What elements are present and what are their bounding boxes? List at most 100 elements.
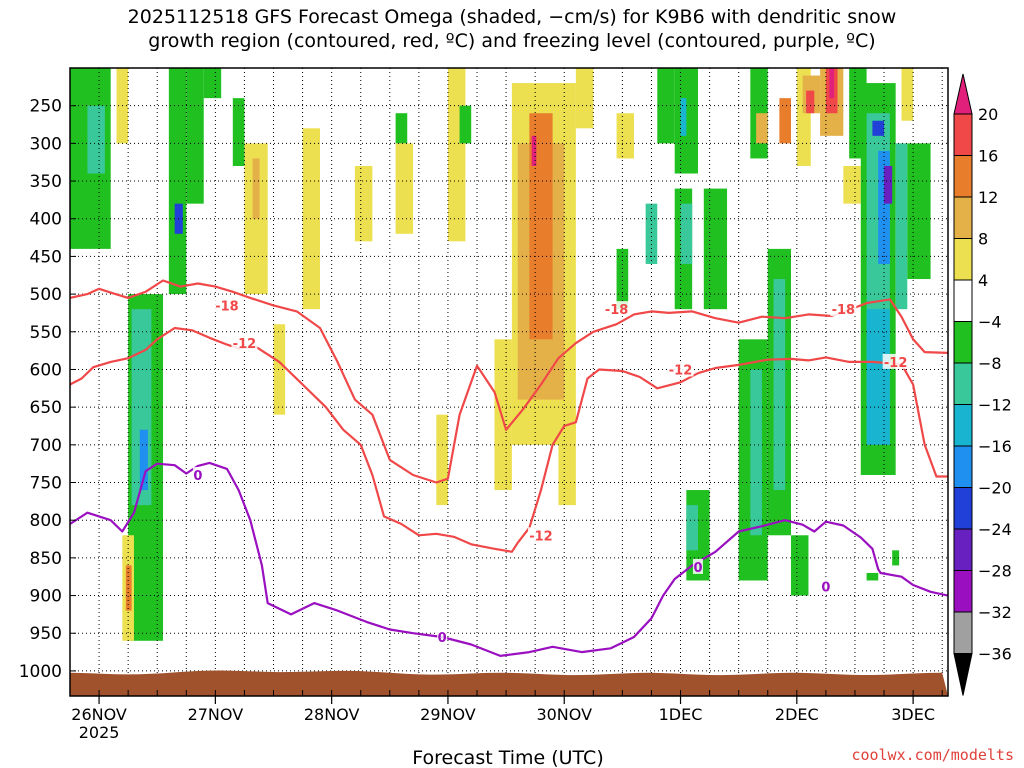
- omega-cell-19: [395, 143, 414, 234]
- omega-cell-46: [756, 113, 768, 144]
- freezing-level-0-label-bg: [820, 578, 831, 594]
- y-tick-label: 250: [30, 97, 62, 117]
- omega-cell-22: [459, 105, 472, 144]
- omega-cell-1: [87, 105, 105, 174]
- colorbar-label: −8: [978, 354, 1002, 373]
- omega-cell-15: [273, 324, 286, 415]
- x-tick-label: 27NOV: [188, 705, 244, 724]
- colorbar: 20 16 12 8 4 −4 −8 −12 −16 −20 −24 −28 −32 −36: [953, 73, 1012, 696]
- omega-cell-61: [884, 165, 893, 204]
- colorbar-label: −24: [978, 520, 1012, 539]
- dgz-minus18-line: [70, 279, 948, 484]
- dgz-minus12-label-bg: [667, 361, 694, 377]
- colorbar-label: −36: [978, 645, 1012, 664]
- y-tick-label: 750: [30, 474, 62, 494]
- omega-cell-67: [866, 572, 879, 581]
- y-tick-label: 600: [30, 360, 62, 380]
- omega-cell-62: [895, 143, 908, 310]
- omega-cell-20: [436, 414, 448, 506]
- y-tick-label: 550: [30, 323, 62, 343]
- omega-cell-10: [186, 68, 204, 204]
- omega-cell-12: [232, 98, 245, 166]
- omega-cell-66: [892, 550, 900, 566]
- omega-cell-8: [168, 68, 187, 295]
- omega-cell-42: [750, 369, 762, 536]
- colorbar-swatch: [953, 113, 973, 156]
- colorbar-label: 12: [978, 188, 998, 207]
- omega-cell-5: [139, 429, 148, 491]
- omega-cell-29: [575, 68, 594, 129]
- dgz-minus12-line: [70, 326, 948, 553]
- colorbar-swatch: [953, 362, 973, 405]
- x-axis-label: Forecast Time (UTC): [412, 747, 603, 768]
- colorbar-swatch: [953, 611, 973, 654]
- freezing-level-0-line: [70, 461, 948, 657]
- omega-cell-60: [878, 150, 890, 264]
- dgz-minus18-label-bg: [830, 301, 857, 317]
- freezing-level-0-label-bg: [192, 466, 203, 482]
- omega-cell-11: [203, 68, 222, 99]
- freezing-level-0-label: 0: [438, 631, 447, 646]
- x-tick-label: 26NOV: [71, 705, 127, 724]
- watermark: coolwx.com/modelts: [851, 746, 1014, 764]
- colorbar-swatch: [953, 196, 973, 239]
- x-tick-label: 3DEC: [891, 705, 935, 724]
- omega-cell-31: [616, 113, 635, 159]
- x-tick-label: 2DEC: [775, 705, 819, 724]
- colorbar-swatch: [953, 487, 973, 530]
- ground-terrain: [70, 670, 948, 696]
- freezing-level-0-label-bg: [437, 629, 448, 645]
- freezing-level-0-label: 0: [693, 561, 702, 576]
- colorbar-swatch: [953, 279, 973, 322]
- colorbar-bottom-arrow: [953, 653, 973, 696]
- grid-lines: [70, 68, 948, 696]
- omega-cell-37: [680, 203, 693, 264]
- omega-cell-47: [779, 98, 792, 144]
- dgz-minus18-label: -18: [832, 303, 856, 318]
- omega-cell-14: [252, 158, 260, 219]
- x-tick-year: 2025: [79, 723, 120, 742]
- colorbar-label: 8: [978, 230, 988, 249]
- colorbar-swatch: [953, 155, 973, 198]
- dgz-minus18-label: -18: [605, 303, 629, 318]
- x-tick-label: 28NOV: [304, 705, 360, 724]
- chart-title-line2: growth region (contoured, red, ºC) and f…: [148, 30, 876, 52]
- omega-cell-48: [791, 535, 809, 596]
- omega-cell-64: [907, 143, 931, 280]
- omega-cell-23: [494, 339, 512, 491]
- y-tick-label: 800: [30, 511, 62, 531]
- colorbar-label: −32: [978, 603, 1012, 622]
- colorbar-label: −28: [978, 562, 1012, 581]
- omega-cell-45: [773, 279, 786, 491]
- colorbar-swatch: [953, 321, 973, 364]
- freezing-level-0-label: 0: [821, 581, 830, 596]
- dgz-minus18-label-bg: [213, 297, 240, 313]
- omega-cell-18: [395, 113, 408, 144]
- omega-cell-35: [680, 98, 687, 136]
- y-tick-label: 950: [30, 624, 62, 644]
- contour-lines: -18 -18 -18 -12 -12 -12 -12 0 0 0 0: [70, 279, 948, 657]
- y-tick-label: 300: [30, 134, 62, 154]
- omega-cell-26: [529, 113, 553, 340]
- colorbar-top-arrow: [953, 73, 973, 115]
- chart-title-line1: 2025112518 GFS Forecast Omega (shaded, −…: [127, 6, 897, 28]
- dgz-minus12-label-bg: [882, 353, 909, 369]
- omega-cell-56: [843, 165, 861, 204]
- omega-cell-30: [616, 248, 629, 310]
- y-axis: 250 300 350 400 450 500 550 600 650 700 750 800 850 9…: [19, 97, 76, 682]
- dgz-minus12-label-bg: [527, 527, 554, 543]
- colorbar-swatch: [953, 570, 973, 613]
- colorbar-swatch: [953, 404, 973, 447]
- ground-polygon: [70, 670, 948, 696]
- colorbar-label: −4: [978, 313, 1002, 332]
- colorbar-swatch: [953, 445, 973, 488]
- omega-cell-54: [829, 68, 835, 99]
- omega-cell-39: [686, 505, 698, 551]
- omega-cell-17: [354, 165, 373, 242]
- colorbar-label: 4: [978, 271, 988, 290]
- colorbar-swatch: [953, 528, 973, 571]
- x-tick-label: 30NOV: [536, 705, 592, 724]
- omega-cell-63: [901, 68, 914, 121]
